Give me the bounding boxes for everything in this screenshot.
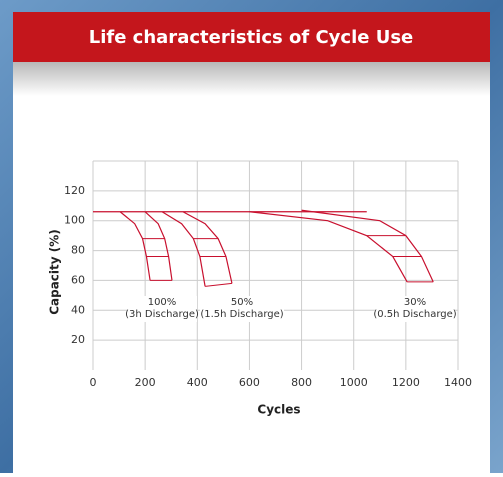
x-tick-label: 1400 bbox=[444, 376, 472, 389]
header-shadow bbox=[13, 62, 490, 96]
x-tick-label: 800 bbox=[291, 376, 312, 389]
header bbox=[13, 12, 490, 62]
y-axis-label: Capacity (%) bbox=[48, 229, 62, 315]
chart-title: Life characteristics of Cycle Use bbox=[89, 27, 414, 48]
annotation: (3h Discharge) bbox=[125, 309, 199, 320]
annotation: 30% bbox=[404, 297, 426, 308]
y-tick-label: 100 bbox=[64, 214, 85, 227]
hatch bbox=[205, 282, 233, 287]
line bbox=[182, 211, 233, 284]
x-tick-label: 600 bbox=[239, 376, 260, 389]
x-tick-label: 0 bbox=[90, 376, 97, 389]
x-tick-label: 1200 bbox=[392, 376, 420, 389]
y-tick-label: 20 bbox=[71, 333, 85, 346]
annotation: 100% bbox=[148, 297, 177, 308]
annotation-bg bbox=[127, 296, 197, 322]
annotation: 50% bbox=[231, 297, 253, 308]
annotation: (1.5h Discharge) bbox=[200, 309, 283, 320]
y-tick-label: 40 bbox=[71, 303, 85, 316]
x-tick-label: 400 bbox=[187, 376, 208, 389]
x-tick-label: 1000 bbox=[340, 376, 368, 389]
y-tick-label: 120 bbox=[64, 184, 85, 197]
y-tick-label: 80 bbox=[71, 244, 85, 257]
x-axis-label: Cycles bbox=[257, 403, 300, 417]
annotation-bg bbox=[375, 296, 455, 322]
x-tick-label: 200 bbox=[135, 376, 156, 389]
annotation-bg bbox=[200, 296, 284, 322]
annotation: (0.5h Discharge) bbox=[373, 309, 456, 320]
y-tick-label: 60 bbox=[71, 273, 85, 286]
